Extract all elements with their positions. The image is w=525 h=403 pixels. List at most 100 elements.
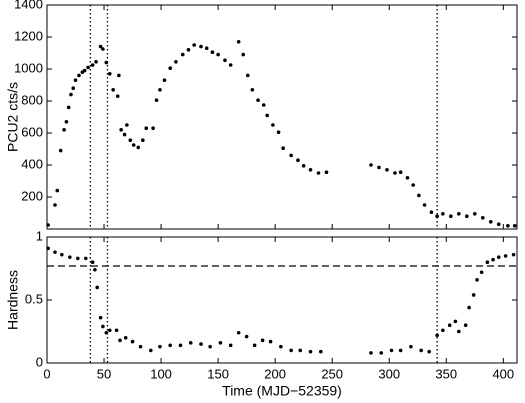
data-point — [95, 285, 99, 290]
data-point — [66, 105, 71, 110]
data-point — [472, 212, 477, 216]
data-point — [131, 143, 136, 147]
data-point — [114, 328, 119, 333]
data-point — [441, 212, 445, 216]
data-point — [245, 73, 250, 78]
data-point — [268, 339, 273, 344]
data-point — [73, 78, 78, 82]
data-point — [77, 73, 81, 78]
data-point — [369, 163, 373, 167]
data-point — [118, 338, 122, 343]
data-point — [168, 343, 173, 348]
data-point — [457, 329, 461, 334]
data-point — [316, 171, 321, 175]
x-tick-label: 350 — [435, 366, 457, 381]
data-point — [369, 351, 373, 355]
data-point — [62, 128, 66, 132]
data-point — [503, 254, 508, 258]
x-tick-label: 150 — [207, 366, 229, 381]
data-point — [216, 52, 220, 57]
data-point — [55, 188, 60, 193]
data-point — [94, 60, 98, 64]
data-point — [168, 66, 173, 70]
data-point — [115, 94, 120, 98]
data-point — [308, 349, 313, 354]
y-tick-label: 200 — [21, 188, 43, 203]
data-point — [178, 343, 183, 348]
data-point — [138, 344, 143, 349]
data-point — [465, 214, 469, 218]
data-point — [393, 171, 397, 175]
data-point — [90, 260, 95, 265]
data-point — [174, 60, 178, 64]
y-tick-label: 0.5 — [25, 291, 43, 306]
data-point — [228, 343, 233, 348]
data-point — [265, 113, 269, 118]
data-point — [417, 193, 421, 198]
data-point — [107, 328, 112, 333]
plot-frame — [46, 4, 518, 230]
data-point — [136, 145, 141, 150]
data-point — [463, 323, 468, 328]
data-point — [276, 130, 281, 134]
data-point — [435, 333, 439, 338]
data-point — [98, 315, 103, 320]
data-point — [318, 349, 323, 354]
y-tick-label: 800 — [21, 92, 43, 107]
data-point — [479, 270, 484, 275]
data-point — [289, 153, 293, 158]
data-point — [241, 52, 246, 57]
data-point — [252, 343, 257, 348]
data-point — [457, 212, 461, 216]
data-point — [398, 170, 403, 174]
data-point — [144, 126, 149, 130]
data-point — [449, 214, 453, 218]
data-point — [123, 336, 128, 340]
x-axis-label: Time (MJD−52359) — [222, 383, 342, 399]
data-point — [71, 86, 76, 90]
data-point — [281, 146, 285, 150]
data-point — [409, 344, 413, 349]
data-point — [125, 123, 129, 127]
data-point — [485, 260, 490, 265]
data-point — [149, 348, 153, 353]
data-point — [117, 73, 121, 78]
data-point — [488, 220, 493, 224]
data-point — [162, 78, 167, 82]
data-point — [298, 348, 303, 353]
data-point — [405, 176, 410, 180]
data-point — [506, 224, 510, 228]
data-point — [46, 246, 50, 251]
y-tick-label: 400 — [21, 156, 43, 171]
data-point — [119, 128, 123, 132]
data-point — [186, 48, 191, 52]
data-point — [204, 46, 209, 50]
data-point — [447, 323, 452, 328]
data-point — [377, 165, 381, 170]
data-point — [98, 44, 103, 49]
data-point — [192, 43, 196, 47]
data-point — [151, 126, 155, 130]
data-point — [296, 158, 300, 162]
data-point — [385, 168, 389, 172]
y-tick-label: 1000 — [14, 60, 43, 75]
data-point — [419, 348, 423, 353]
x-tick-label: 100 — [150, 366, 172, 381]
data-point — [111, 88, 115, 92]
y-tick-label: 1400 — [14, 0, 43, 11]
data-point — [228, 63, 233, 67]
data-point — [122, 132, 127, 137]
x-tick-label: 400 — [492, 366, 514, 381]
data-point — [301, 164, 306, 168]
data-point — [104, 330, 109, 335]
data-point — [236, 330, 241, 335]
data-point — [86, 65, 90, 70]
data-point — [69, 92, 73, 97]
data-point — [379, 351, 384, 355]
data-point — [90, 63, 95, 67]
y-tick-label: 1200 — [14, 28, 43, 43]
y-tick-label: 0 — [36, 354, 43, 369]
data-point — [261, 103, 266, 107]
y-axis-label: Hardness — [5, 270, 21, 330]
y-tick-label: 1 — [36, 228, 43, 243]
